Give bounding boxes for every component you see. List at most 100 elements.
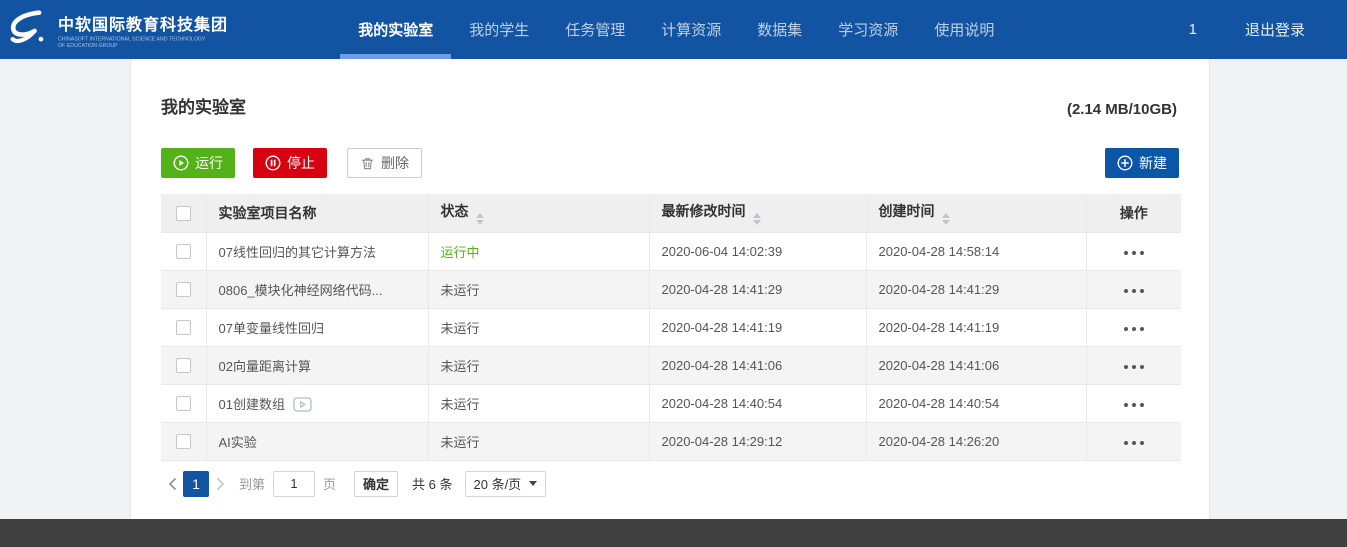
video-icon[interactable] [293, 396, 312, 412]
column-label: 创建时间 [878, 202, 935, 219]
table-row: 01创建数组 未运行 2020-04-28 14:40:54 2020-04-2… [161, 384, 1181, 423]
created-time: 2020-04-28 14:41:06 [866, 346, 1087, 385]
status-text: 未运行 [440, 320, 480, 336]
row-checkbox[interactable] [175, 282, 191, 298]
chevron-right-icon [216, 477, 224, 490]
project-name-link[interactable]: 07线性回归的其它计算方法 [218, 244, 376, 260]
more-actions-button[interactable] [1120, 399, 1148, 411]
project-name-link[interactable]: 07单变量线性回归 [218, 320, 324, 336]
total-count-label: 共 6 条 [412, 477, 453, 492]
project-name-link[interactable]: AI实验 [218, 434, 257, 450]
modified-time: 2020-04-28 14:41:19 [649, 308, 867, 347]
nav-item-user-guide[interactable]: 使用说明 [934, 22, 995, 39]
nav-item-my-students[interactable]: 我的学生 [469, 22, 530, 39]
goto-prefix-label: 到第 [239, 477, 266, 492]
created-time: 2020-04-28 14:41:19 [866, 308, 1087, 347]
stop-button-label: 停止 [287, 155, 315, 171]
sort-icon[interactable] [475, 212, 484, 225]
new-button-label: 新建 [1139, 155, 1167, 171]
nav-right: 1 退出登录 [1189, 0, 1347, 59]
column-header-project-name: 实验室项目名称 [206, 194, 429, 233]
brand: 中软国际教育科技集团 CHINASOFT INTERNATIONAL SCIEN… [0, 0, 312, 59]
lab-projects-table: 实验室项目名称 状态 最新修改时间 创建时间 操作 [161, 194, 1181, 461]
select-all-checkbox[interactable] [175, 206, 191, 222]
row-checkbox[interactable] [175, 396, 191, 412]
column-header-created: 创建时间 [866, 194, 1087, 233]
brand-subtitle-line1: CHINASOFT INTERNATIONAL SCIENCE AND TECH… [58, 35, 206, 42]
sort-icon[interactable] [941, 212, 950, 225]
play-circle-icon [173, 155, 189, 171]
more-actions-button[interactable] [1120, 247, 1148, 259]
created-time: 2020-04-28 14:26:20 [866, 422, 1087, 461]
table-row: 07线性回归的其它计算方法 运行中 2020-06-04 14:02:39 20… [161, 232, 1181, 271]
nav-item-learning-res[interactable]: 学习资源 [838, 22, 899, 39]
table-header-row: 实验室项目名称 状态 最新修改时间 创建时间 操作 [161, 194, 1181, 233]
status-text: 未运行 [440, 358, 480, 374]
delete-button-label: 删除 [381, 155, 409, 171]
table-row: 02向量距离计算 未运行 2020-04-28 14:41:06 2020-04… [161, 346, 1181, 385]
nav-item-my-lab[interactable]: 我的实验室 [340, 0, 452, 59]
status-text: 未运行 [440, 434, 480, 450]
row-checkbox[interactable] [175, 358, 191, 374]
nav-item-compute-res[interactable]: 计算资源 [661, 22, 722, 39]
column-header-status: 状态 [428, 194, 650, 233]
content-card: 我的实验室 (2.14 MB/10GB) 运行 停止 [130, 59, 1210, 519]
delete-button[interactable]: 删除 [347, 148, 422, 178]
toolbar: 运行 停止 删除 新建 [161, 148, 1179, 178]
modified-time: 2020-04-28 14:40:54 [649, 384, 867, 423]
table-row: 07单变量线性回归 未运行 2020-04-28 14:41:19 2020-0… [161, 308, 1181, 347]
table-row: 0806_模块化神经网络代码... 未运行 2020-04-28 14:41:2… [161, 270, 1181, 309]
row-checkbox[interactable] [175, 320, 191, 336]
brand-logo-icon [10, 9, 44, 43]
modified-time: 2020-04-28 14:41:29 [649, 270, 867, 309]
goto-page-input[interactable] [273, 470, 316, 497]
column-header-operation: 操作 [1086, 194, 1181, 233]
column-label: 操作 [1119, 204, 1148, 221]
column-label: 实验室项目名称 [218, 204, 317, 221]
more-actions-button[interactable] [1120, 437, 1148, 449]
page-size-value: 20 条/页 [473, 477, 522, 492]
row-checkbox[interactable] [175, 434, 191, 450]
more-actions-button[interactable] [1120, 285, 1148, 297]
column-header-modified: 最新修改时间 [649, 194, 867, 233]
page-footer [0, 519, 1347, 547]
goto-suffix-label: 页 [323, 477, 337, 492]
new-button[interactable]: 新建 [1105, 148, 1179, 178]
storage-usage: (2.14 MB/10GB) [1066, 101, 1177, 118]
stop-button[interactable]: 停止 [253, 148, 327, 178]
next-page-button[interactable] [209, 471, 231, 497]
logout-button[interactable]: 退出登录 [1244, 22, 1305, 39]
brand-text: 中软国际教育科技集团 CHINASOFT INTERNATIONAL SCIEN… [58, 11, 312, 49]
created-time: 2020-04-28 14:58:14 [866, 232, 1087, 271]
run-button[interactable]: 运行 [161, 148, 235, 178]
nav-item-task-manage[interactable]: 任务管理 [565, 22, 626, 39]
pagination: 1 到第 页 确定 共 6 条 20 条/页 [161, 470, 1179, 497]
page-size-select[interactable]: 20 条/页 [464, 470, 547, 497]
column-label: 状态 [440, 202, 469, 219]
modified-time: 2020-06-04 14:02:39 [649, 232, 867, 271]
modified-time: 2020-04-28 14:41:06 [649, 346, 867, 385]
project-name-link[interactable]: 02向量距离计算 [218, 358, 311, 374]
brand-subtitle: CHINASOFT INTERNATIONAL SCIENCE AND TECH… [58, 35, 206, 48]
sort-icon[interactable] [752, 212, 761, 225]
notification-count[interactable]: 1 [1188, 21, 1197, 38]
brand-subtitle-line2: OF EDUCATION GROUP [58, 41, 118, 48]
plus-circle-icon [1117, 155, 1133, 171]
status-text: 运行中 [440, 244, 480, 260]
chevron-left-icon [168, 477, 176, 490]
confirm-page-button[interactable]: 确定 [354, 470, 399, 497]
top-navbar: 中软国际教育科技集团 CHINASOFT INTERNATIONAL SCIEN… [0, 0, 1347, 59]
page-head: 我的实验室 (2.14 MB/10GB) [161, 59, 1179, 118]
row-checkbox[interactable] [175, 244, 191, 260]
more-actions-button[interactable] [1120, 361, 1148, 373]
nav-item-datasets[interactable]: 数据集 [757, 22, 803, 39]
project-name-link[interactable]: 01创建数组 [218, 396, 285, 412]
nav-items: 我的实验室 我的学生 任务管理 计算资源 数据集 学习资源 使用说明 [340, 0, 1012, 59]
prev-page-button[interactable] [161, 471, 183, 497]
page-number-button[interactable]: 1 [183, 470, 209, 497]
project-name-link[interactable]: 0806_模块化神经网络代码... [218, 282, 383, 298]
page-title: 我的实验室 [161, 98, 246, 117]
brand-name: 中软国际教育科技集团 [58, 16, 229, 34]
modified-time: 2020-04-28 14:29:12 [649, 422, 867, 461]
more-actions-button[interactable] [1120, 323, 1148, 335]
